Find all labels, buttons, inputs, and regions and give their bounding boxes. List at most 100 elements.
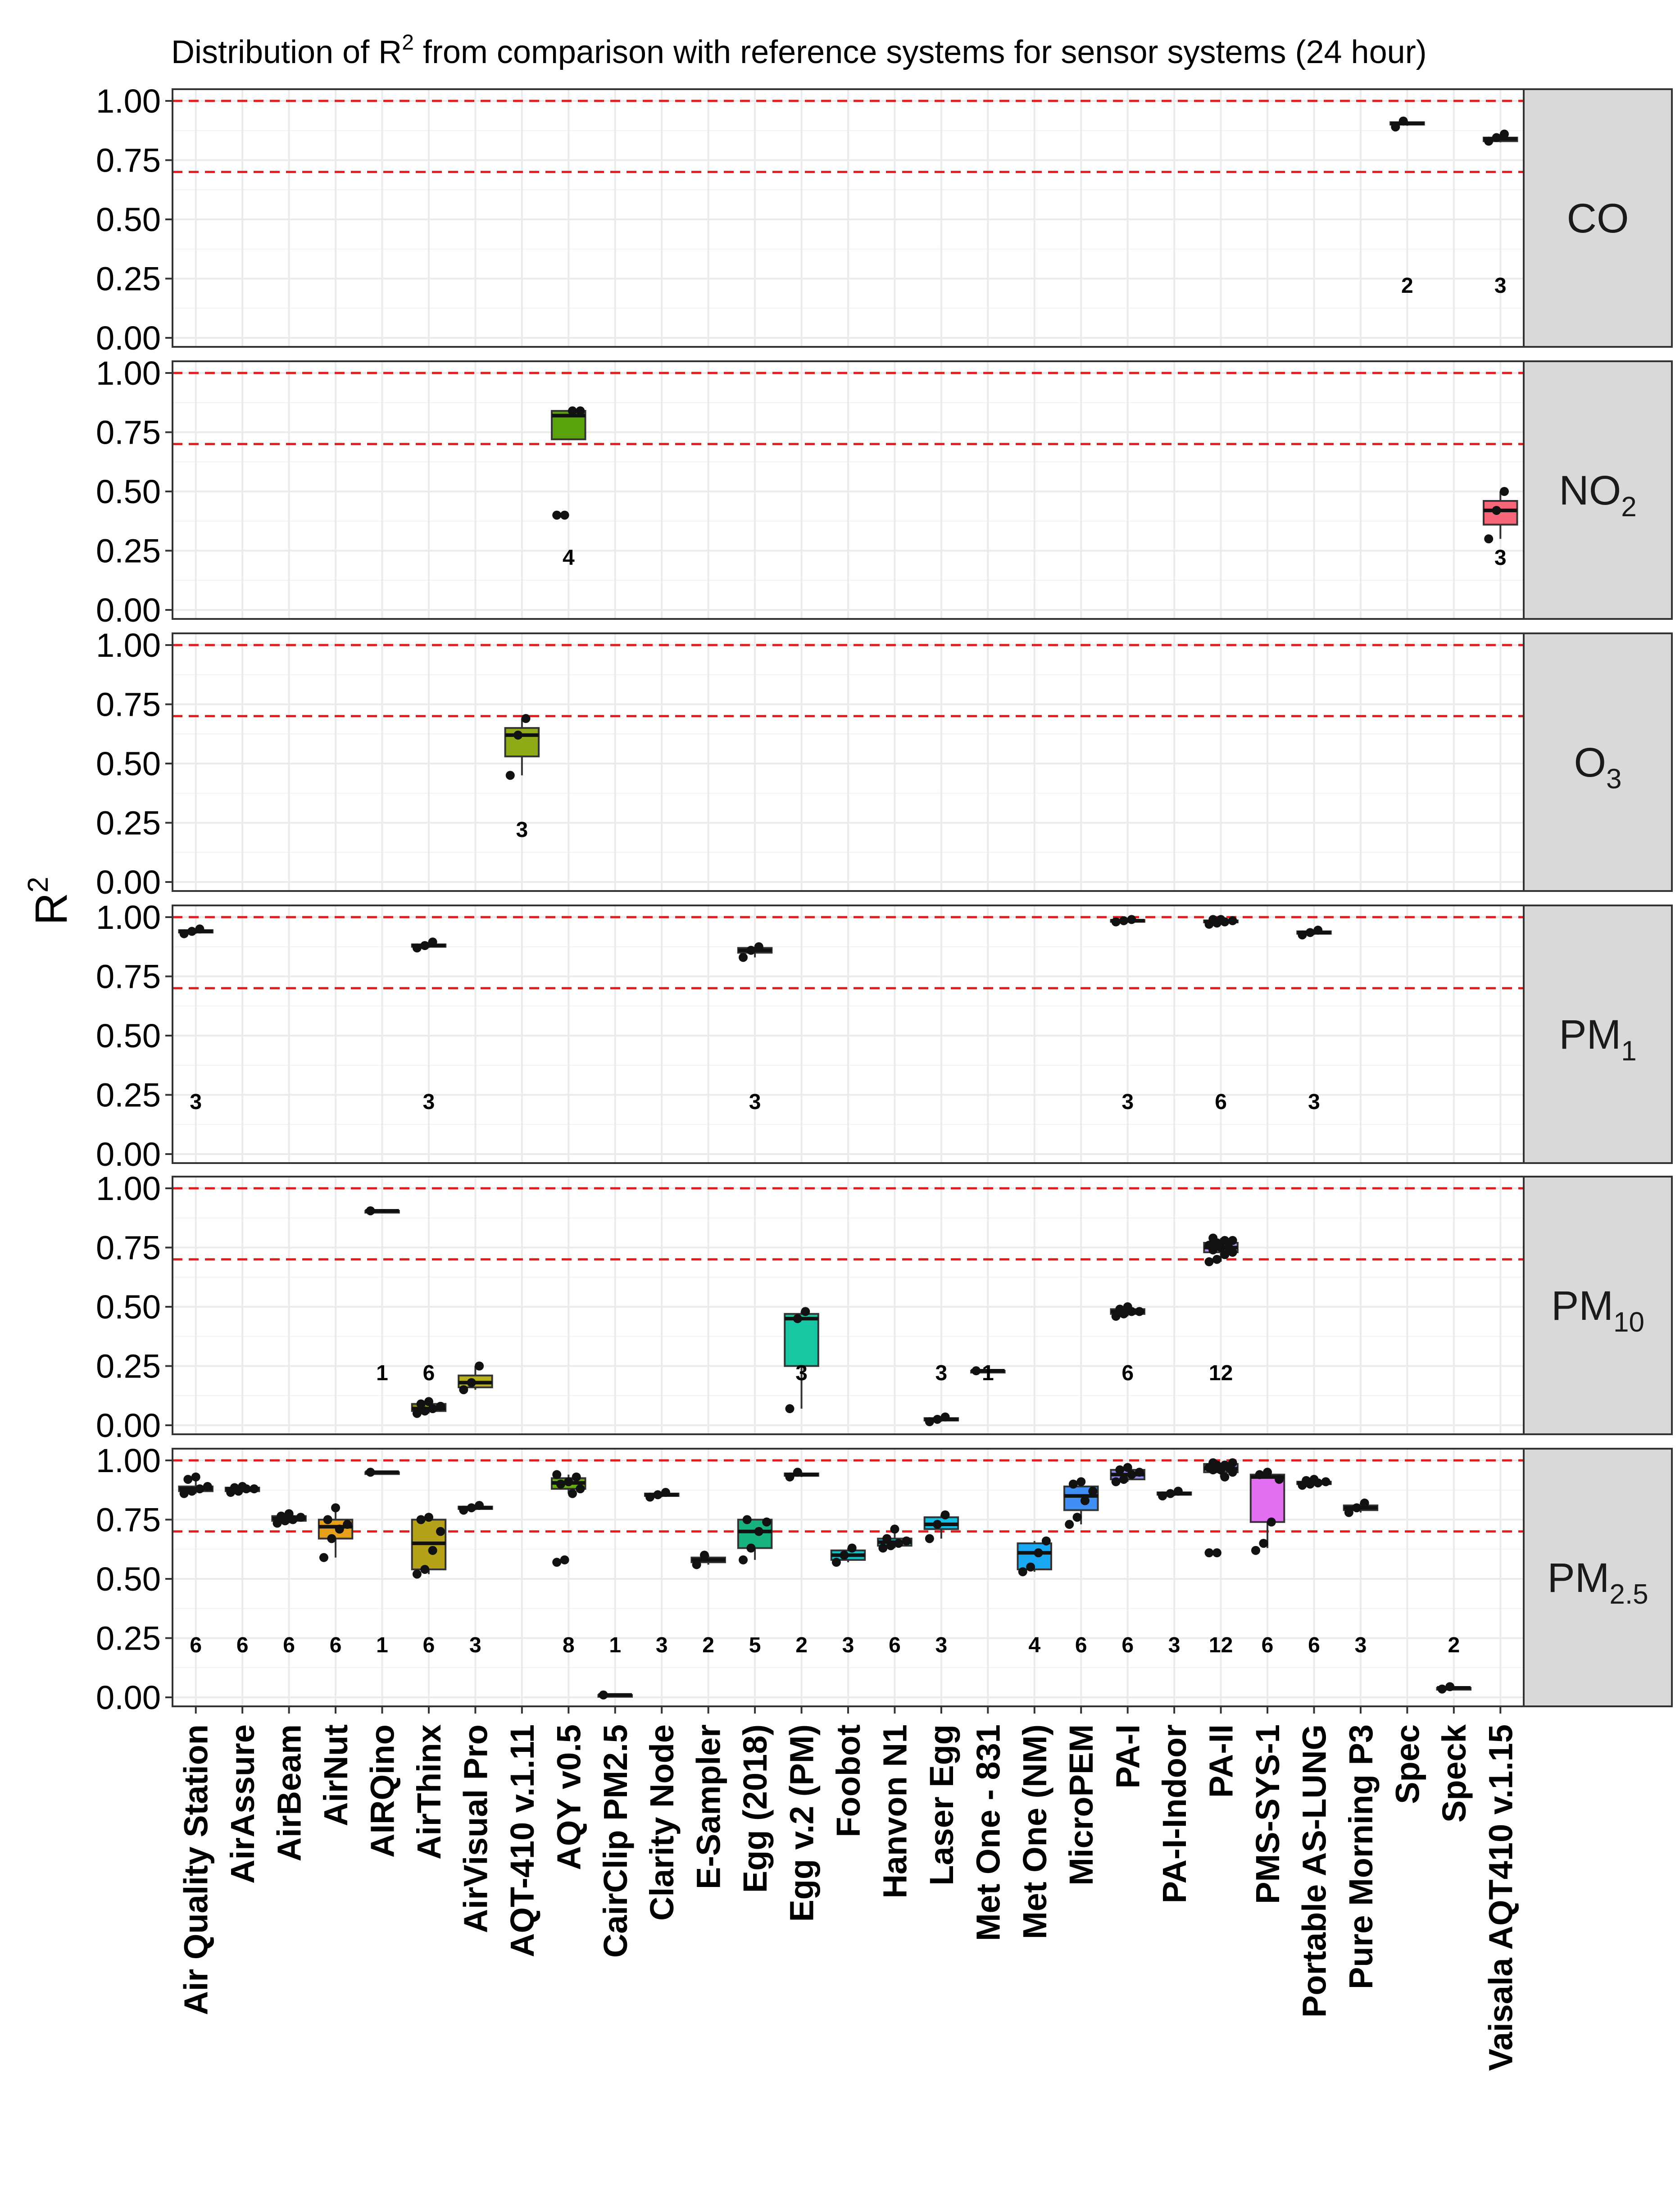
x-tick-label: Speck bbox=[1435, 1724, 1473, 1823]
y-tick-label: 0.75 bbox=[96, 958, 161, 996]
data-point bbox=[250, 1484, 259, 1493]
data-point bbox=[1220, 1461, 1229, 1470]
data-point bbox=[1119, 916, 1128, 925]
y-tick-label: 0.75 bbox=[96, 142, 161, 179]
data-point bbox=[882, 1534, 891, 1543]
data-point bbox=[1212, 1255, 1221, 1264]
data-point bbox=[1115, 1305, 1124, 1314]
panel-no2: 4 3 0.00 0.25 0.50 0.75 1.00 NO2 bbox=[96, 355, 1672, 629]
data-point bbox=[420, 941, 429, 950]
data-point bbox=[424, 1397, 433, 1406]
data-point bbox=[1298, 930, 1307, 939]
x-tick-label: Foobot bbox=[830, 1724, 867, 1837]
x-tick-label: AirVisual Pro bbox=[457, 1724, 494, 1933]
data-point bbox=[1228, 1458, 1237, 1467]
data-point bbox=[417, 1400, 426, 1409]
data-point bbox=[417, 1515, 426, 1524]
data-point bbox=[467, 1378, 476, 1387]
data-point bbox=[1445, 1682, 1454, 1691]
data-point bbox=[762, 1518, 771, 1527]
count-label: 6 bbox=[1075, 1633, 1087, 1657]
count-label: 6 bbox=[330, 1633, 342, 1657]
data-point bbox=[195, 1484, 204, 1493]
data-point bbox=[941, 1510, 950, 1519]
data-point bbox=[513, 731, 522, 740]
data-point bbox=[1313, 926, 1322, 935]
data-point bbox=[1484, 534, 1493, 543]
data-point bbox=[467, 1503, 476, 1512]
data-point bbox=[1205, 1257, 1214, 1266]
data-point bbox=[743, 1515, 752, 1524]
data-point bbox=[700, 1550, 709, 1559]
data-point bbox=[1220, 1236, 1229, 1245]
data-point bbox=[746, 1544, 755, 1553]
data-point bbox=[183, 1475, 192, 1484]
data-point bbox=[187, 927, 196, 936]
y-tick-label: 0.75 bbox=[96, 414, 161, 451]
data-point bbox=[645, 1493, 654, 1502]
data-point bbox=[556, 1480, 565, 1489]
count-label: 1 bbox=[982, 1361, 994, 1385]
data-point bbox=[1500, 487, 1509, 496]
data-point bbox=[1076, 1477, 1085, 1486]
data-point bbox=[1018, 1567, 1027, 1576]
x-tick-label: Egg v.2 (PM) bbox=[783, 1724, 821, 1922]
data-point bbox=[191, 1473, 200, 1482]
data-point bbox=[754, 942, 763, 951]
y-tick-label: 0.00 bbox=[96, 1679, 161, 1716]
data-point bbox=[1135, 1468, 1144, 1477]
data-point bbox=[187, 1487, 196, 1496]
data-point bbox=[1166, 1489, 1175, 1498]
count-label: 1 bbox=[376, 1633, 388, 1657]
count-label: 3 bbox=[749, 1090, 761, 1114]
data-point bbox=[1492, 133, 1501, 142]
data-point bbox=[1302, 1476, 1311, 1485]
data-point bbox=[420, 1565, 429, 1574]
count-label: 6 bbox=[423, 1633, 435, 1657]
x-tick-label: Clarity Node bbox=[643, 1724, 681, 1921]
data-point bbox=[366, 1468, 375, 1477]
data-point bbox=[972, 1366, 981, 1375]
data-point bbox=[180, 929, 189, 938]
y-tick-label: 1.00 bbox=[96, 355, 161, 392]
count-label: 6 bbox=[1122, 1361, 1134, 1385]
x-tick-label: AirAssure bbox=[224, 1724, 261, 1884]
data-point bbox=[890, 1525, 899, 1534]
count-label: 3 bbox=[1308, 1090, 1320, 1114]
x-tick-label: PA-II bbox=[1203, 1724, 1240, 1798]
y-tick-label: 0.00 bbox=[96, 864, 161, 901]
data-point bbox=[925, 1534, 934, 1543]
y-tick-label: 0.50 bbox=[96, 745, 161, 782]
data-point bbox=[1119, 1475, 1128, 1484]
chart-figure: Distribution of R2 from comparison with … bbox=[0, 0, 1680, 2196]
data-point bbox=[902, 1537, 911, 1546]
y-tick-label: 0.50 bbox=[96, 201, 161, 238]
y-tick-label: 0.50 bbox=[96, 473, 161, 510]
panel-pm1: 3 3 3 3 6 30.000.250.500.751.00PM1 bbox=[96, 899, 1672, 1173]
chart-title: Distribution of R2 from comparison with … bbox=[171, 31, 1427, 70]
data-point bbox=[230, 1483, 239, 1492]
data-point bbox=[1228, 916, 1237, 925]
data-point bbox=[1034, 1548, 1043, 1557]
data-point bbox=[428, 1546, 437, 1555]
data-point bbox=[1073, 1513, 1082, 1522]
data-point bbox=[1492, 506, 1501, 515]
count-label: 5 bbox=[749, 1633, 761, 1657]
data-point bbox=[572, 1473, 581, 1482]
data-point bbox=[568, 406, 577, 415]
data-point bbox=[459, 1505, 468, 1514]
data-point bbox=[832, 1558, 841, 1567]
x-tick-label: Egg (2018) bbox=[736, 1724, 774, 1893]
box-body bbox=[505, 728, 539, 756]
data-point bbox=[323, 1515, 332, 1524]
data-point bbox=[1438, 1685, 1447, 1694]
data-point bbox=[331, 1503, 340, 1512]
count-label: 3 bbox=[1122, 1090, 1134, 1114]
count-label: 3 bbox=[1494, 274, 1507, 298]
data-point bbox=[475, 1362, 484, 1371]
data-point bbox=[560, 1555, 569, 1564]
data-point bbox=[319, 1553, 328, 1562]
count-label: 6 bbox=[190, 1633, 202, 1657]
count-label: 3 bbox=[190, 1090, 202, 1114]
count-label: 4 bbox=[1028, 1633, 1040, 1657]
